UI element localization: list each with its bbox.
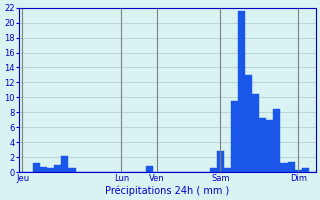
Bar [217, 151, 224, 172]
Bar [288, 162, 295, 172]
Bar [47, 168, 54, 172]
Bar [302, 168, 309, 172]
Bar [238, 11, 245, 172]
Bar [146, 166, 153, 172]
Bar [245, 75, 252, 172]
Bar [231, 101, 238, 172]
Bar [61, 156, 68, 172]
Bar [259, 118, 266, 172]
Bar [273, 109, 281, 172]
Bar [295, 170, 302, 172]
Bar [68, 168, 76, 172]
Bar [252, 94, 259, 172]
Bar [266, 120, 273, 172]
Bar [224, 168, 231, 172]
Bar [40, 167, 47, 172]
Bar [54, 165, 61, 172]
Bar [281, 163, 288, 172]
X-axis label: Précipitations 24h ( mm ): Précipitations 24h ( mm ) [105, 185, 229, 196]
Bar [210, 168, 217, 172]
Bar [33, 163, 40, 172]
